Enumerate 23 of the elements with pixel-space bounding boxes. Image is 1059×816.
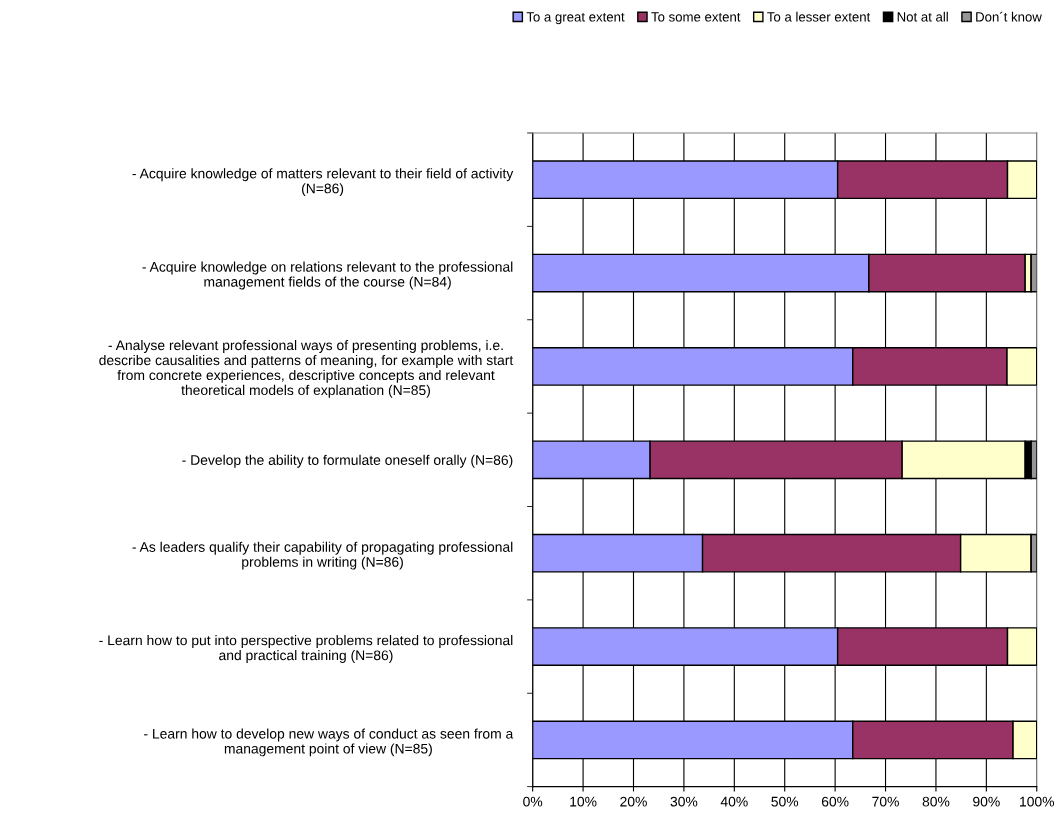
y-tick-label: - Acquire knowledge on relations relevant to the professional management fields of the course (N=84) (142, 261, 513, 290)
y-tick-label: - Learn how to develop new ways of conduct as seen from a management point of view (N=85) (144, 728, 514, 757)
y-tick-label: - Acquire knowledge of matters relevant to their field of activity (N=86) (132, 168, 514, 197)
x-tick-label: 10% (570, 796, 597, 807)
x-tick-label: 20% (620, 796, 647, 807)
y-tick-label: - As leaders qualify their capability of propagating professional problems in writing (N=86) (132, 541, 513, 570)
x-tick-label: 0% (523, 796, 543, 807)
x-tick-label: 40% (720, 796, 748, 807)
x-tick-label: 60% (821, 796, 849, 807)
x-tick-label: 50% (771, 796, 799, 807)
legend-label: To some extent (651, 12, 741, 22)
x-tick-label: 100% (1020, 796, 1055, 807)
x-tick-label: 30% (670, 796, 698, 807)
x-tick-label: 70% (872, 796, 899, 807)
y-tick-label: - Analyse relevant professional ways of presenting problems, i.e. describe causalities and patterns of meaning, for example with start from concrete experiences, descriptive concepts and relevant theoretical models of explanation (N=85) (99, 339, 514, 398)
y-tick-label: - Develop the ability to formulate oneself orally (N=86) (182, 454, 513, 468)
legend-label: Don´t know (976, 11, 1042, 22)
legend-label: Not at all (897, 11, 948, 22)
x-tick-label: 80% (922, 796, 950, 807)
legend-label: To a lesser extent (767, 11, 871, 22)
y-tick-label: - Learn how to put into perspective problems related to professional and practical training (N=86) (99, 635, 513, 663)
x-tick-label: 90% (973, 796, 1000, 807)
legend-label: To a great extent (526, 12, 625, 25)
